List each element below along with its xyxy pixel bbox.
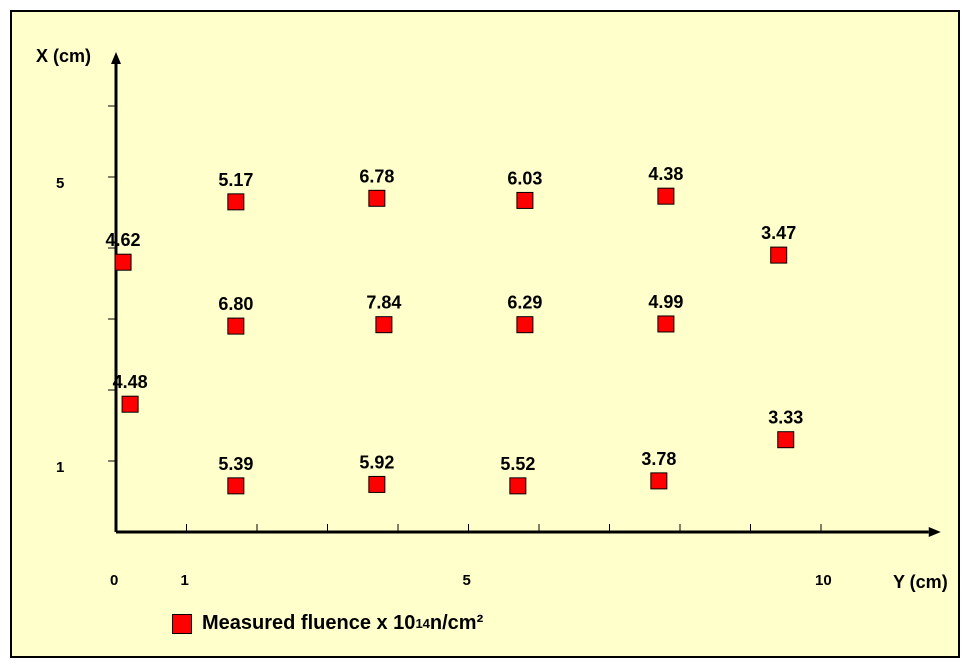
data-label: 3.33 [768, 408, 803, 428]
legend-unit: n/cm² [429, 612, 484, 634]
data-point [368, 189, 386, 207]
data-point [657, 187, 675, 205]
data-label: 5.39 [218, 454, 253, 474]
legend: Measured fluence x 10 14 n/cm² [172, 612, 483, 635]
data-point [777, 431, 795, 449]
data-point [650, 472, 668, 490]
data-point [227, 193, 245, 211]
data-point [516, 316, 534, 334]
data-label: 6.03 [507, 168, 542, 188]
y-axis-title: X (cm) [36, 46, 91, 66]
data-label: 3.78 [641, 449, 676, 469]
data-point [368, 475, 386, 493]
data-label: 4.48 [113, 372, 148, 392]
data-label: 5.52 [500, 454, 535, 474]
data-label: 6.29 [507, 293, 542, 313]
y-tick-label: 5 [56, 175, 64, 192]
chart-frame [10, 10, 960, 658]
data-label: 6.80 [218, 294, 253, 314]
data-point [516, 191, 534, 209]
y-tick-label: 1 [56, 459, 64, 476]
data-point [227, 317, 245, 335]
legend-swatch [172, 613, 192, 634]
x-tick-label: 1 [181, 572, 189, 589]
data-point [770, 246, 788, 264]
x-tick-label: 0 [110, 572, 118, 589]
data-label: 5.17 [218, 170, 253, 190]
data-label: 3.47 [761, 223, 796, 243]
data-label: 6.78 [359, 166, 394, 186]
data-point [657, 315, 675, 333]
data-point [375, 316, 393, 334]
data-label: 4.62 [106, 230, 141, 250]
data-label: 4.99 [648, 292, 683, 312]
y-axis-arrow [111, 52, 121, 64]
data-label: 7.84 [366, 293, 401, 313]
legend-exponent: 14 [415, 616, 430, 631]
data-point [114, 253, 132, 271]
data-point [509, 477, 527, 495]
x-tick-label: 10 [815, 572, 832, 589]
data-point [227, 477, 245, 495]
data-point [121, 395, 139, 413]
x-axis-title: Y (cm) [893, 572, 948, 592]
x-tick-label: 5 [463, 572, 471, 589]
data-label: 4.38 [648, 164, 683, 184]
x-axis-arrow [928, 527, 941, 537]
legend-text: Measured fluence x 10 [202, 612, 416, 634]
data-label: 5.92 [359, 452, 394, 472]
